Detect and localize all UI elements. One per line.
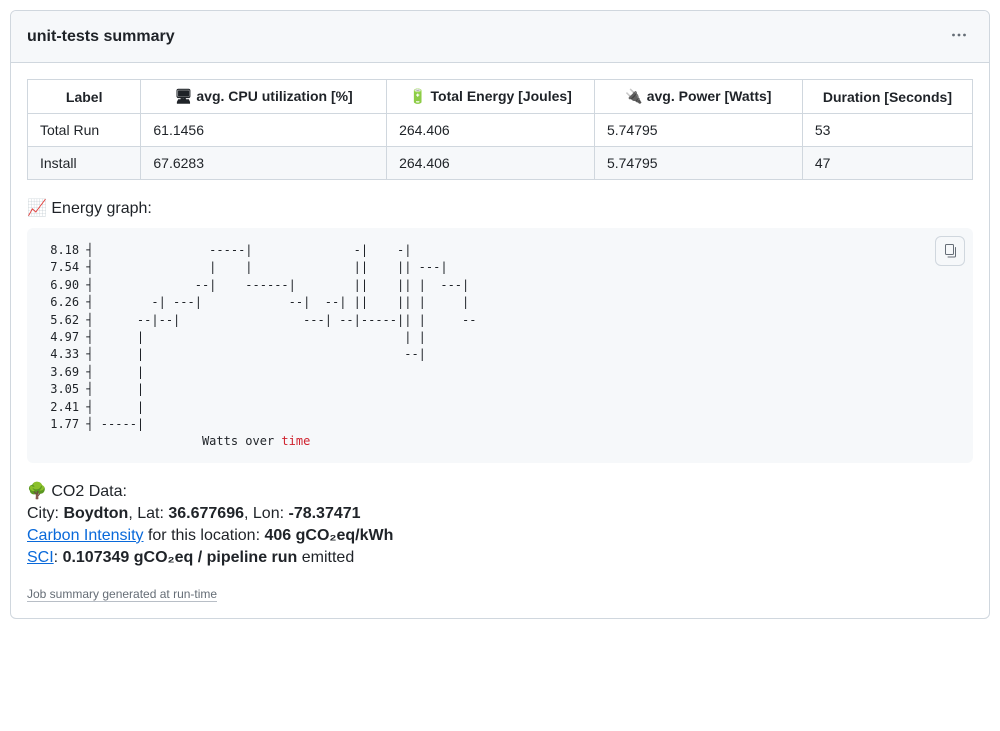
footer-runtime-link[interactable]: Job summary generated at run-time xyxy=(27,587,217,602)
lon-value: -78.37471 xyxy=(288,505,360,522)
cell-power: 5.74795 xyxy=(594,114,802,147)
cell-cpu: 67.6283 xyxy=(141,147,387,180)
card-header: unit-tests summary xyxy=(11,11,989,63)
city-value: Boydton xyxy=(63,505,128,522)
sci-suffix: emitted xyxy=(297,549,354,566)
copy-icon xyxy=(942,243,958,259)
cell-cpu: 61.1456 xyxy=(141,114,387,147)
cell-energy: 264.406 xyxy=(387,147,595,180)
sci-link[interactable]: SCI xyxy=(27,549,54,566)
sci-line: SCI: 0.107349 gCO₂eq / pipeline run emit… xyxy=(27,549,973,567)
cell-duration: 53 xyxy=(802,114,972,147)
cell-label: Install xyxy=(28,147,141,180)
co2-location-line: City: Boydton, Lat: 36.677696, Lon: -78.… xyxy=(27,505,973,523)
card-title: unit-tests summary xyxy=(27,28,175,46)
copy-button[interactable] xyxy=(935,236,965,266)
col-duration: Duration [Seconds] xyxy=(802,80,972,114)
energy-graph-block: 8.18 ┤ -----| -| -| 7.54 ┤ | | || || ---… xyxy=(27,228,973,463)
col-cpu: 🖥 avg. CPU utilization [%] xyxy=(141,80,387,114)
table-row: Install 67.6283 264.406 5.74795 47 xyxy=(28,147,973,180)
energy-graph-label: 📈 Energy graph: xyxy=(27,198,973,218)
table-row: Total Run 61.1456 264.406 5.74795 53 xyxy=(28,114,973,147)
sci-sep: : xyxy=(54,549,63,566)
co2-section: 🌳 CO2 Data: City: Boydton, Lat: 36.67769… xyxy=(27,481,973,567)
card-body: Label 🖥 avg. CPU utilization [%] 🔋 Total… xyxy=(11,63,989,618)
col-label: Label xyxy=(28,80,141,114)
col-power: 🔌 avg. Power [Watts] xyxy=(594,80,802,114)
ascii-chart: 8.18 ┤ -----| -| -| 7.54 ┤ | | || || ---… xyxy=(43,242,957,451)
carbon-intensity-link[interactable]: Carbon Intensity xyxy=(27,527,144,544)
kebab-menu-icon[interactable] xyxy=(945,23,973,50)
cell-duration: 47 xyxy=(802,147,972,180)
cell-label: Total Run xyxy=(28,114,141,147)
city-label: City: xyxy=(27,505,63,522)
lon-label: , Lon: xyxy=(244,505,288,522)
sci-value: 0.107349 gCO₂eq / pipeline run xyxy=(63,549,298,566)
lat-value: 36.677696 xyxy=(168,505,244,522)
carbon-intensity-line: Carbon Intensity for this location: 406 … xyxy=(27,527,973,545)
co2-heading: 🌳 CO2 Data: xyxy=(27,481,973,501)
cell-power: 5.74795 xyxy=(594,147,802,180)
metrics-table: Label 🖥 avg. CPU utilization [%] 🔋 Total… xyxy=(27,79,973,180)
summary-card: unit-tests summary Label 🖥 avg. CPU util… xyxy=(10,10,990,619)
col-energy: 🔋 Total Energy [Joules] xyxy=(387,80,595,114)
table-header-row: Label 🖥 avg. CPU utilization [%] 🔋 Total… xyxy=(28,80,973,114)
cell-energy: 264.406 xyxy=(387,114,595,147)
lat-label: , Lat: xyxy=(128,505,168,522)
ci-suffix: for this location: xyxy=(144,527,265,544)
ci-value: 406 gCO₂eq/kWh xyxy=(264,527,393,544)
